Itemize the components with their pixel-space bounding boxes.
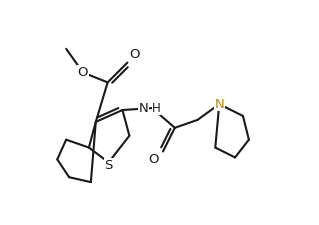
Text: O: O (78, 66, 88, 79)
Text: O: O (149, 153, 159, 166)
Text: N: N (214, 98, 224, 111)
Text: N: N (138, 101, 148, 115)
Text: H: H (152, 101, 161, 115)
Text: S: S (104, 159, 113, 172)
Text: O: O (130, 48, 140, 61)
